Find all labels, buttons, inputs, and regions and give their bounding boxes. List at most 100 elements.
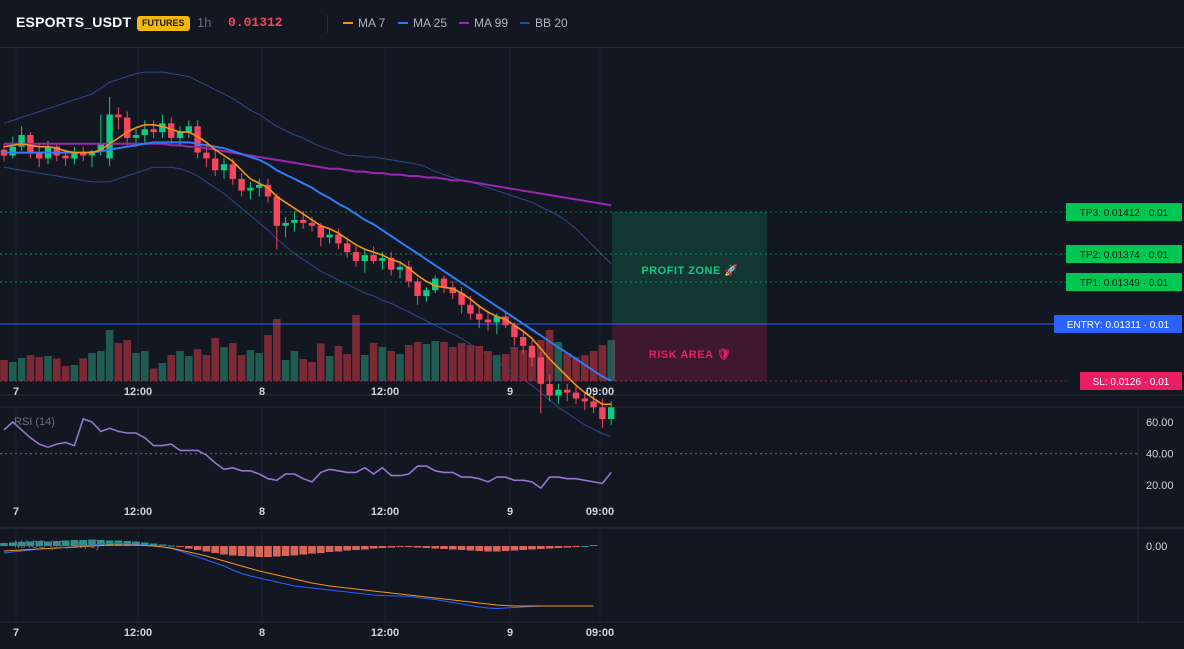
- macd-histogram-bar: [554, 546, 563, 548]
- volume-bar: [457, 343, 466, 381]
- volume-bar: [325, 356, 334, 381]
- volume-bar: [237, 355, 246, 381]
- ma99-line: [4, 142, 612, 207]
- candle-body: [141, 129, 148, 136]
- macd-histogram-bar: [589, 545, 598, 546]
- legend-ma7[interactable]: MA 7: [343, 16, 385, 30]
- macd-histogram-bar: [369, 546, 378, 549]
- macd-histogram-bar: [325, 546, 334, 552]
- volume-bar: [246, 350, 255, 381]
- time-axis-label: 12:00: [124, 506, 152, 518]
- macd-histogram-bar: [141, 542, 149, 546]
- volume-bar: [149, 368, 158, 381]
- candle-body: [528, 345, 536, 358]
- candle-body: [326, 234, 333, 238]
- macd-histogram-bar: [237, 546, 246, 556]
- bb-upper-line: [3, 71, 612, 265]
- macd-histogram-bar: [361, 546, 369, 550]
- moving-averages: [3, 124, 612, 406]
- macd-histogram-bar: [581, 546, 589, 547]
- macd-histogram-bar: [449, 546, 457, 550]
- legend-ma99-label: MA 99: [474, 16, 509, 30]
- volume-bar: [581, 355, 589, 381]
- candle-body: [300, 219, 307, 223]
- signal-line: [3, 544, 594, 607]
- volume-bar: [431, 341, 439, 381]
- candle-body: [476, 313, 483, 320]
- time-axis-label: 9: [507, 386, 513, 398]
- chart-header: ESPORTS_USDT FUTURES 1h 0.01312 MA 7 MA …: [0, 0, 1184, 48]
- sl-label: SL: 0.0126 · 0.01: [1093, 377, 1170, 388]
- time-axis-label: 8: [259, 386, 265, 398]
- macd-histogram-bar: [26, 541, 35, 546]
- candle-body: [564, 389, 571, 393]
- volume-bar: [308, 362, 316, 381]
- bb-swatch-icon: [520, 22, 530, 24]
- time-axis-label: 09:00: [586, 627, 614, 639]
- legend-bb20[interactable]: BB 20: [520, 16, 568, 30]
- candle-body: [379, 258, 386, 261]
- volume-bar: [440, 342, 448, 381]
- candle-body: [555, 389, 562, 396]
- time-axis-label: 12:00: [124, 386, 152, 398]
- volume-bar: [422, 344, 431, 381]
- volume-bar: [449, 347, 457, 381]
- volume-bar: [598, 345, 607, 381]
- macd-histogram-bar: [431, 546, 439, 549]
- legend-bb20-label: BB 20: [535, 16, 568, 30]
- volume-bar: [229, 343, 237, 381]
- entry-label: ENTRY: 0.01311 · 0.01: [1067, 320, 1170, 331]
- volume-bar: [387, 351, 395, 381]
- volume-bar: [554, 342, 563, 381]
- volume-bar: [299, 359, 307, 381]
- symbol-name[interactable]: ESPORTS_USDT: [16, 14, 132, 30]
- volume-bar: [123, 340, 131, 381]
- candle-body: [150, 129, 157, 133]
- candle-body: [212, 158, 219, 171]
- bollinger-bands: [3, 71, 612, 437]
- time-axes: 7 12:00 8 12:00 9 09:00 7 12:00 8 12:00 9 09:00 7 12:…: [13, 386, 614, 639]
- candle-body: [599, 407, 606, 419]
- header-divider: [327, 15, 328, 33]
- candle-body: [132, 135, 140, 138]
- bb-lower-line: [3, 166, 612, 437]
- candle-body: [238, 178, 245, 191]
- volume-bar: [0, 360, 8, 381]
- candle-body: [308, 222, 316, 226]
- candle-body: [194, 126, 201, 153]
- volume-bar: [264, 335, 272, 381]
- macd-histogram-bar: [475, 546, 483, 551]
- volume-bar: [607, 340, 615, 381]
- macd-histogram-bar: [167, 545, 175, 547]
- sl-tag: [1080, 372, 1182, 390]
- legend-ma99[interactable]: MA 99: [459, 16, 508, 30]
- volume-bar: [97, 351, 105, 381]
- macd-histogram-bar: [422, 546, 431, 548]
- volume-bar: [484, 351, 492, 381]
- level-labels: TP3: 0.01412 · 0.01 TP2: 0.01374 · 0.01 TP…: [1054, 203, 1182, 390]
- candle-body: [62, 155, 69, 159]
- volume-bar: [105, 330, 114, 381]
- candle-body: [520, 337, 527, 346]
- legend-ma25[interactable]: MA 25: [398, 16, 447, 30]
- candle-body: [317, 225, 324, 238]
- volume-bar: [290, 351, 299, 381]
- volume-bar: [519, 350, 527, 381]
- volume-bar: [141, 351, 149, 381]
- time-axis-label: 8: [259, 627, 265, 639]
- macd-line: [3, 543, 594, 610]
- candle-body: [405, 266, 412, 282]
- volume-bar: [589, 351, 598, 381]
- macd-histogram-bar: [193, 546, 202, 550]
- timeframe-label[interactable]: 1h: [197, 15, 212, 30]
- volume-bar: [61, 366, 70, 381]
- volume-bar: [44, 356, 52, 381]
- volume-bar: [9, 362, 17, 381]
- candle-body: [9, 146, 16, 156]
- candle-body: [335, 234, 342, 244]
- time-axis-label: 9: [507, 627, 513, 639]
- macd-histogram-bar: [396, 546, 404, 547]
- candle-body: [546, 383, 553, 396]
- volume-bar: [343, 354, 351, 381]
